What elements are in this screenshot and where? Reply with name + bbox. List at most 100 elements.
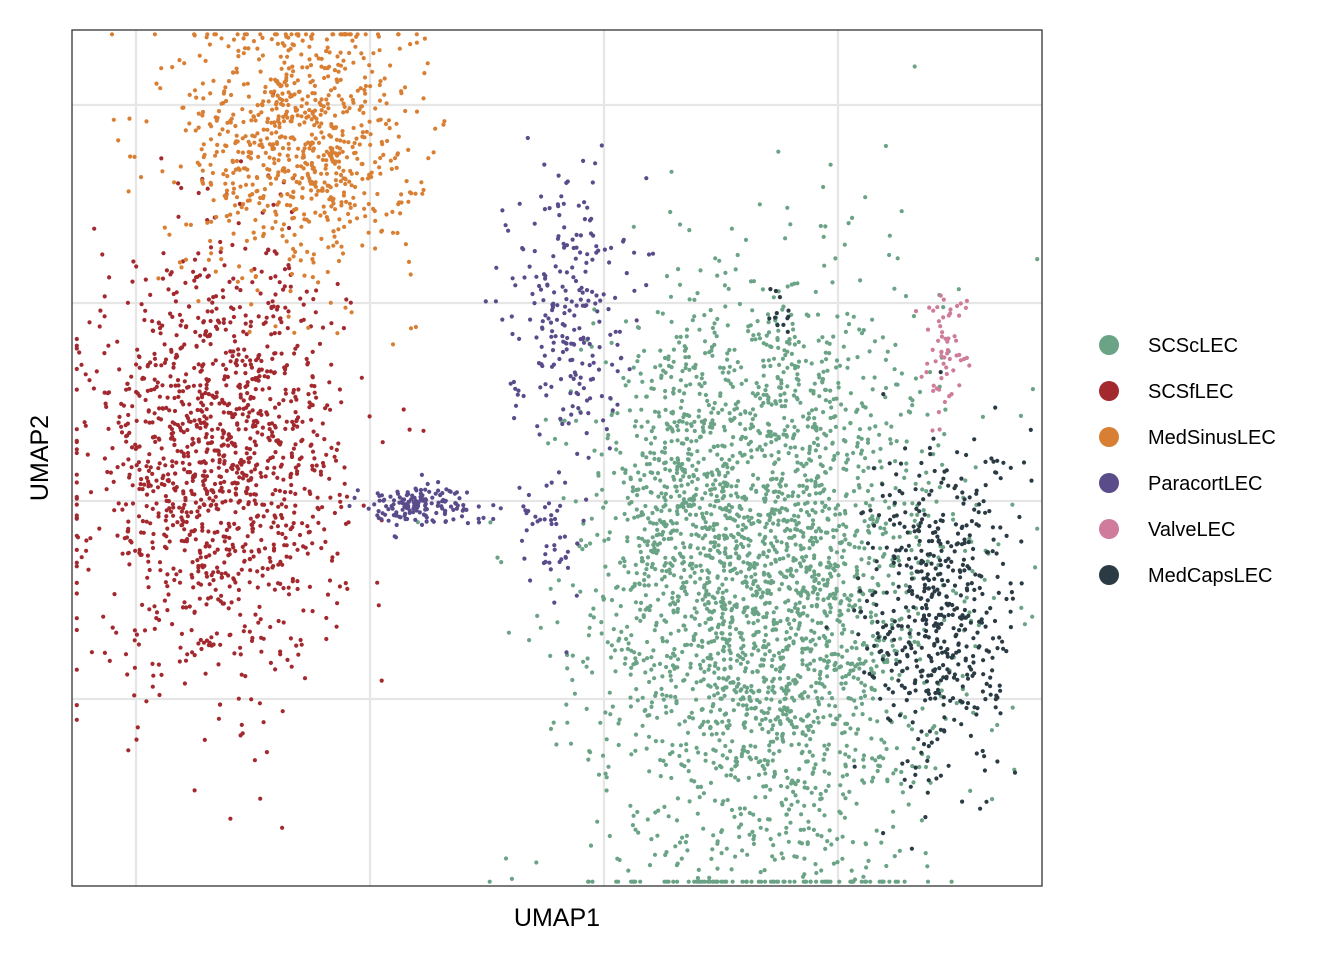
data-point <box>361 110 366 115</box>
data-point <box>728 632 733 637</box>
data-point <box>260 432 265 437</box>
data-point <box>676 594 681 599</box>
data-point <box>286 141 291 146</box>
data-point <box>843 562 848 567</box>
data-point <box>344 109 350 114</box>
data-point <box>647 608 652 613</box>
data-point <box>321 464 326 469</box>
data-point <box>652 676 657 681</box>
data-point <box>408 272 413 277</box>
data-point <box>824 654 829 659</box>
data-point <box>178 164 183 169</box>
data-point <box>764 827 769 832</box>
data-point <box>773 460 778 465</box>
data-point <box>713 534 718 540</box>
data-point <box>642 583 647 588</box>
data-point <box>182 681 187 686</box>
data-point <box>200 565 205 570</box>
data-point <box>750 829 755 835</box>
data-point <box>170 622 175 627</box>
data-point <box>633 419 639 424</box>
data-point <box>178 569 183 574</box>
data-point <box>204 554 209 560</box>
data-point <box>165 572 170 577</box>
data-point <box>240 107 245 112</box>
data-point <box>858 695 864 701</box>
data-point <box>765 312 771 317</box>
data-point <box>840 774 845 779</box>
data-point <box>685 642 690 647</box>
data-point <box>716 410 721 415</box>
data-point <box>643 593 649 598</box>
data-point <box>683 840 689 845</box>
data-point <box>706 403 712 408</box>
data-point <box>209 635 214 640</box>
data-point <box>791 789 796 795</box>
data-point <box>770 758 775 763</box>
data-point <box>710 704 715 709</box>
data-point <box>748 757 754 762</box>
data-point <box>338 179 343 184</box>
data-point <box>906 802 911 807</box>
data-point <box>664 653 670 659</box>
data-point <box>715 273 720 278</box>
data-point <box>224 98 229 104</box>
data-point <box>814 879 819 884</box>
data-point <box>877 459 883 464</box>
data-point <box>828 610 833 615</box>
data-point <box>733 759 738 764</box>
data-point <box>742 669 748 674</box>
data-point <box>763 652 768 657</box>
data-point <box>707 570 712 575</box>
data-point <box>216 716 221 721</box>
data-point <box>753 413 758 418</box>
data-point <box>904 468 909 473</box>
data-point <box>750 483 756 488</box>
data-point <box>337 217 342 222</box>
data-point <box>197 162 202 167</box>
data-point <box>596 473 601 478</box>
data-point <box>903 583 909 588</box>
data-point <box>825 581 830 586</box>
data-point <box>227 584 232 589</box>
data-point <box>680 541 686 546</box>
data-point <box>816 702 822 707</box>
data-point <box>660 674 665 679</box>
data-point <box>292 81 297 86</box>
data-point <box>593 588 599 593</box>
data-point <box>751 564 756 569</box>
data-point <box>733 854 738 859</box>
data-point <box>157 560 163 565</box>
data-point <box>259 110 264 115</box>
data-point <box>806 513 812 518</box>
data-point <box>729 505 735 510</box>
data-point <box>201 473 206 478</box>
data-point <box>779 851 784 856</box>
data-point <box>805 613 810 618</box>
data-point <box>270 433 275 438</box>
data-point <box>588 541 593 546</box>
data-point <box>924 470 929 475</box>
data-point <box>859 680 864 685</box>
data-point <box>681 468 686 473</box>
data-point <box>609 598 615 603</box>
data-point <box>176 214 181 219</box>
data-point <box>619 647 624 652</box>
data-point <box>707 525 713 530</box>
data-point <box>280 91 285 96</box>
data-point <box>269 421 275 426</box>
data-point <box>830 440 835 445</box>
data-point <box>749 337 755 342</box>
data-point <box>1033 565 1038 570</box>
data-point <box>836 573 841 578</box>
data-point <box>682 719 688 724</box>
data-point <box>753 644 758 649</box>
data-point <box>740 879 745 884</box>
data-point <box>291 521 296 526</box>
data-point <box>763 388 768 393</box>
data-point <box>276 158 281 163</box>
data-point <box>772 857 777 862</box>
data-point <box>274 251 279 256</box>
data-point <box>373 246 378 251</box>
data-point <box>664 569 669 574</box>
